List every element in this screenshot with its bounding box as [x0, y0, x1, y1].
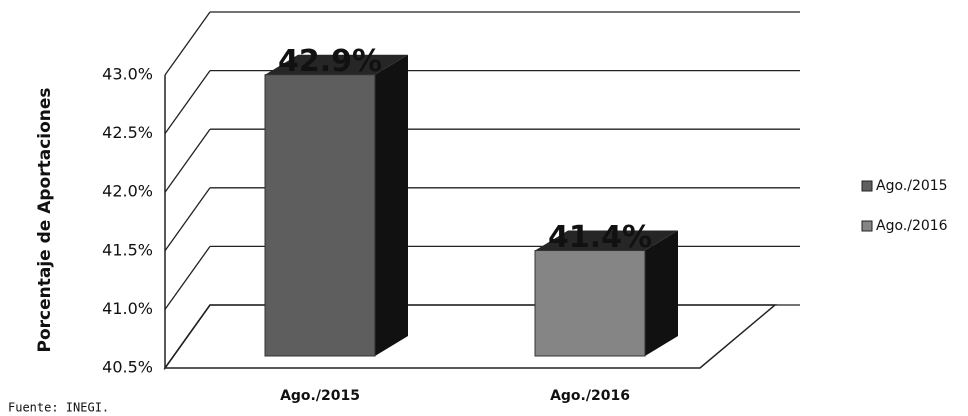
grid-line — [164, 70, 211, 134]
y-tick-label: 42.5% — [102, 123, 153, 142]
legend-label: Ago./2016 — [876, 218, 948, 234]
legend-label: Ago./2015 — [876, 178, 948, 194]
value-label: 41.4% — [548, 220, 652, 255]
grid-line — [164, 304, 211, 369]
bar — [264, 74, 376, 357]
axis-wall — [164, 75, 211, 371]
y-tick-label: 42.0% — [102, 182, 153, 201]
floor — [163, 304, 778, 369]
bar-top — [265, 54, 408, 75]
bar-side — [645, 230, 678, 356]
source-note: Fuente: INEGI. — [8, 401, 109, 415]
x-tick-label: Ago./2015 — [280, 388, 360, 404]
grid-line — [164, 246, 211, 310]
y-tick-label: 41.0% — [102, 299, 153, 318]
legend-swatch — [861, 220, 873, 232]
grid-line — [164, 11, 211, 76]
grid-line — [164, 187, 211, 252]
y-axis-label: Porcentaje de Aportaciones — [35, 87, 55, 352]
bar-top — [535, 230, 678, 251]
bar-side — [375, 54, 408, 356]
y-tick-label: 40.5% — [102, 358, 153, 377]
value-label: 42.9% — [278, 44, 382, 79]
y-tick-label: 43.0% — [102, 65, 153, 84]
grid-line — [164, 128, 211, 193]
legend-swatch — [861, 180, 873, 192]
y-tick-label: 41.5% — [102, 240, 153, 259]
bar — [534, 250, 646, 357]
x-tick-label: Ago./2016 — [550, 388, 630, 404]
